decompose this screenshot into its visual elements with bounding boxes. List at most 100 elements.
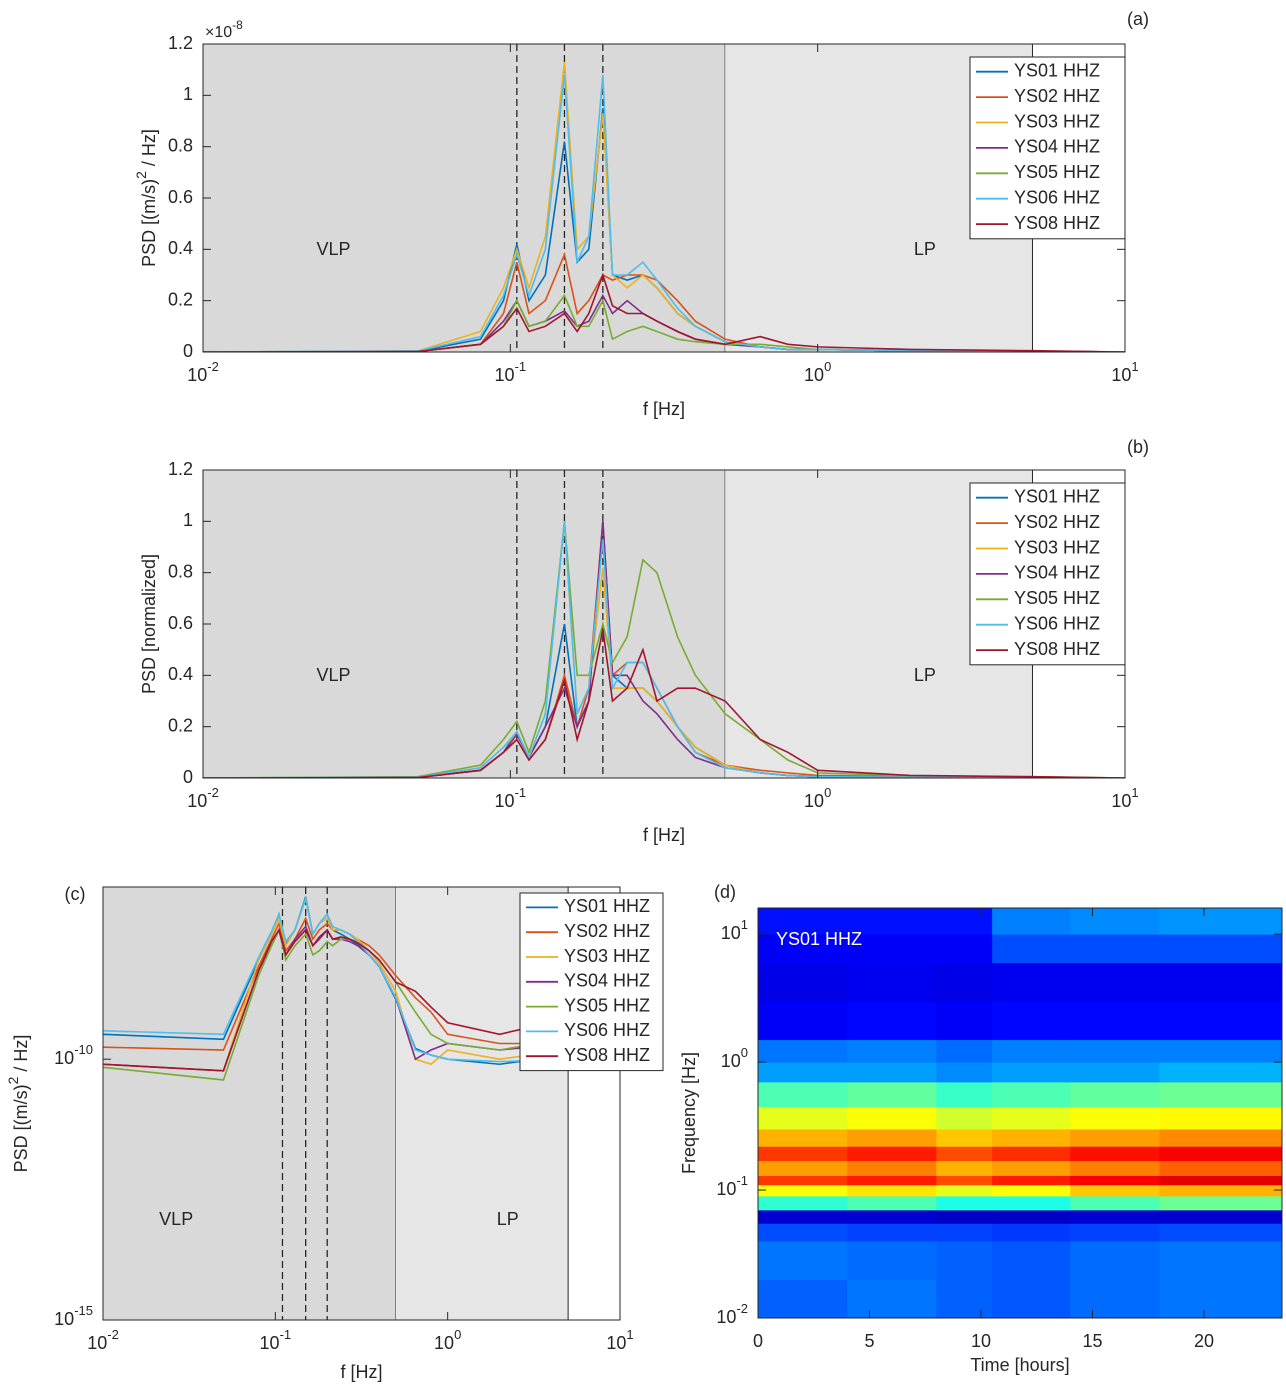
heatmap-cell [992, 1184, 1071, 1197]
region [103, 887, 396, 1320]
tick-label: 101 [721, 918, 748, 943]
tick-label-base: 10 [260, 1333, 280, 1353]
x-axis-label: f [Hz] [643, 399, 685, 419]
tick-label-base: 10 [495, 365, 515, 385]
heatmap-cell [1159, 1062, 1282, 1083]
tick-label-exponent: 0 [824, 359, 831, 374]
tick-label: 0.2 [168, 289, 193, 309]
heatmap-cell [847, 1081, 937, 1107]
heatmap-cell [1159, 908, 1282, 935]
series-line [203, 521, 1125, 778]
tick-label-base: 10 [434, 1333, 454, 1353]
heatmap-cell [1159, 1160, 1282, 1176]
heatmap-cell [758, 1223, 848, 1242]
heatmap-cell [936, 962, 993, 1002]
legend-label: YS05 HHZ [1014, 588, 1100, 608]
tick-label-exponent: -2 [207, 785, 219, 800]
tick-label-base: 10 [606, 1333, 626, 1353]
tick-label-exponent: 0 [824, 785, 831, 800]
heatmap-cell [1159, 1039, 1282, 1063]
heatmap-cell [1070, 908, 1160, 935]
tick-label: 10-2 [716, 1301, 748, 1326]
heatmap-cell [758, 1146, 848, 1162]
heatmap-cell [1070, 1039, 1160, 1063]
heatmap-cell [936, 1039, 993, 1063]
tick-label: 10-1 [260, 1327, 292, 1352]
tick-label: 20 [1194, 1331, 1214, 1351]
tick-label: 5 [864, 1331, 874, 1351]
heatmap-cell [992, 1279, 1071, 1318]
heatmap-cell [847, 1223, 937, 1242]
series-line [103, 928, 620, 1072]
region-label: LP [497, 1209, 519, 1229]
heatmap-cell [1070, 1146, 1160, 1162]
tick-label-base: 10 [804, 365, 824, 385]
heatmap-cell [1159, 1001, 1282, 1041]
tick-label: 0.8 [168, 561, 193, 581]
heatmap-cell [1159, 1175, 1282, 1186]
tick-label-exponent: -1 [280, 1327, 292, 1342]
heatmap-cell [758, 1062, 848, 1083]
heatmap-cell [847, 1039, 937, 1063]
heatmap-cell [758, 962, 848, 1002]
panel: YS01 HHZ Time [hours] Frequency [Hz] (d) [679, 882, 1283, 1375]
heatmap-cell [758, 1001, 848, 1041]
tick-label-exponent: -1 [515, 359, 527, 374]
heatmap-cell [1159, 1106, 1282, 1130]
heatmap-cell [936, 1209, 993, 1224]
heatmap-cell [847, 1209, 937, 1224]
heatmap-cell [1070, 934, 1160, 964]
tick-label: 10-1 [716, 1173, 748, 1198]
heatmap-cell [1070, 1195, 1160, 1211]
tick-label: 100 [804, 785, 831, 810]
tick-label: 101 [1111, 785, 1138, 810]
tick-label-base: 10 [1111, 791, 1131, 811]
heatmap-cell [992, 1001, 1071, 1041]
heatmap-cell [847, 1195, 937, 1211]
tick-label-base: 10 [54, 1309, 74, 1329]
legend-label: YS08 HHZ [1014, 213, 1100, 233]
tick-label: 10-1 [495, 359, 527, 384]
tick-label: 0.8 [168, 135, 193, 155]
heatmap-cell [1159, 1146, 1282, 1162]
legend-label: YS04 HHZ [1014, 137, 1100, 157]
legend-label: YS04 HHZ [564, 971, 650, 991]
legend-label: YS06 HHZ [1014, 187, 1100, 207]
legend-label: YS01 HHZ [1014, 486, 1100, 506]
tick-label: 100 [434, 1327, 461, 1352]
heatmap-cell [1159, 1195, 1282, 1211]
y-axis-label-part: / Hz] [11, 1035, 31, 1077]
heatmap-cell [936, 1279, 993, 1318]
heatmap-cell [936, 1128, 993, 1147]
heatmap-cell [1070, 1062, 1160, 1083]
heatmap-cell [992, 1081, 1071, 1107]
heatmap-cell [936, 908, 993, 935]
y-axis-label-sup: 2 [133, 171, 149, 179]
y-axis-label: Frequency [Hz] [679, 1052, 699, 1174]
tick-label: 0.2 [168, 715, 193, 735]
heatmap-cell [1070, 1106, 1160, 1130]
y-multiplier: ×10-8 [205, 18, 243, 41]
tick-label: 0.4 [168, 238, 193, 258]
y-axis-label-part: / Hz] [139, 129, 159, 171]
tick-label-base: 10 [495, 791, 515, 811]
heatmap-cell [992, 1039, 1071, 1063]
tick-label: 1 [183, 84, 193, 104]
heatmap-cell [936, 1223, 993, 1242]
tick-label-base: 10 [87, 1333, 107, 1353]
panel: VLP LP f [Hz] PSD [normalized] (b) YS01 HHZ YS… [139, 437, 1149, 845]
heatmap-cell [758, 908, 848, 935]
axes-frame [102, 886, 621, 1321]
tick-label-base: 10 [721, 923, 741, 943]
tick-label-exponent: 1 [626, 1327, 633, 1342]
heatmap-cell [847, 934, 937, 964]
heatmap-cell [847, 1279, 937, 1318]
tick-label-base: 10 [1111, 365, 1131, 385]
tick-label-base: 10 [54, 1048, 74, 1068]
heatmap-cell [1070, 1160, 1160, 1176]
tick-label-exponent: -1 [736, 1173, 748, 1188]
tick-label: 101 [1111, 359, 1138, 384]
tick-label-exponent: 1 [1131, 785, 1138, 800]
heatmap-cell [758, 1106, 848, 1130]
tick-label: 101 [606, 1327, 633, 1352]
